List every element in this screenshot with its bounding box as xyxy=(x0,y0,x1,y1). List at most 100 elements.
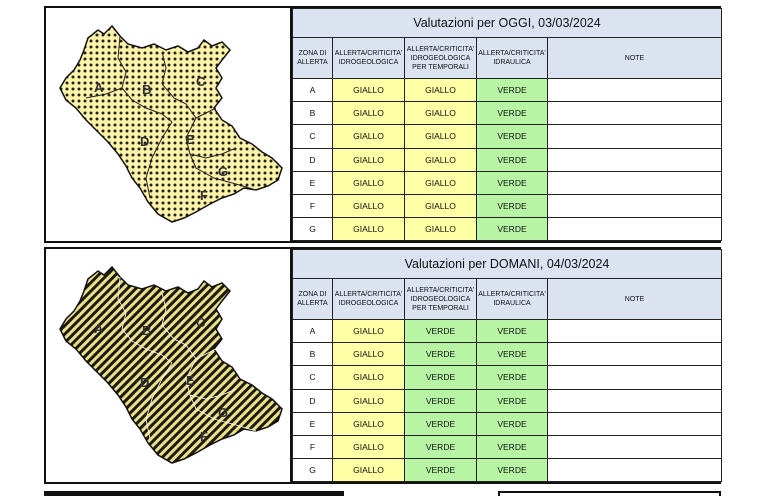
idraulica-cell: VERDE xyxy=(476,101,548,126)
header-note: NOTE xyxy=(546,278,723,320)
note-cell xyxy=(546,342,723,367)
idraulica-cell: VERDE xyxy=(476,458,548,483)
table-row: F GIALLO VERDE VERDE xyxy=(292,434,723,460)
table-row: A GIALLO GIALLO VERDE xyxy=(292,77,723,103)
idraulica-cell: VERDE xyxy=(476,124,548,149)
zone-cell: D xyxy=(292,147,333,172)
zone-cell: B xyxy=(292,101,333,126)
idrogeologica-cell: GIALLO xyxy=(332,434,405,460)
note-cell xyxy=(546,77,723,103)
temporali-cell: GIALLO xyxy=(404,147,477,172)
zone-cell: F xyxy=(292,193,333,219)
today-title: Valutazioni per OGGI, 03/03/2024 xyxy=(291,8,723,38)
temporali-cell: GIALLO xyxy=(404,193,477,219)
map-label-d: D xyxy=(140,375,149,390)
table-row: C GIALLO VERDE VERDE xyxy=(292,365,723,390)
tomorrow-map: A B C D E G F xyxy=(46,249,292,482)
temporali-cell: GIALLO xyxy=(404,124,477,149)
zone-cell: E xyxy=(292,411,333,436)
header-idraulica: ALLERTA/CRITICITA' IDRAULICA xyxy=(476,278,548,320)
tomorrow-panel: A B C D E G F Valutazioni per DOMANI, 04… xyxy=(44,247,723,484)
idrogeologica-cell: GIALLO xyxy=(332,170,405,195)
temporali-cell: VERDE xyxy=(404,388,477,413)
note-cell xyxy=(546,124,723,149)
table-row: E GIALLO VERDE VERDE xyxy=(292,411,723,436)
temporali-cell: VERDE xyxy=(404,434,477,460)
table-row: A GIALLO VERDE VERDE xyxy=(292,318,723,344)
map-label-g: G xyxy=(218,405,228,420)
table-row: B GIALLO VERDE VERDE xyxy=(292,342,723,367)
idrogeologica-cell: GIALLO xyxy=(332,217,405,242)
header-note: NOTE xyxy=(546,37,723,79)
lazio-map-striped: A B C D E G F xyxy=(59,265,283,464)
header-temporali: ALLERTA/CRITICITA' IDROGEOLOGICA PER TEM… xyxy=(404,278,477,320)
temporali-cell: GIALLO xyxy=(404,170,477,195)
lazio-map-dotted: A B C D E G F xyxy=(59,24,283,223)
map-label-d: D xyxy=(140,134,149,149)
note-cell xyxy=(546,318,723,344)
header-idrogeologica: ALLERTA/CRITICITA' IDROGEOLOGICA xyxy=(332,37,405,79)
idraulica-cell: VERDE xyxy=(476,217,548,242)
tomorrow-alert-table: Valutazioni per DOMANI, 04/03/2024 ZONA … xyxy=(291,249,723,483)
idrogeologica-cell: GIALLO xyxy=(332,342,405,367)
idraulica-cell: VERDE xyxy=(476,411,548,436)
map-label-a: A xyxy=(94,321,104,336)
idraulica-cell: VERDE xyxy=(476,342,548,367)
note-cell xyxy=(546,388,723,413)
today-map: A B C D E G F xyxy=(46,8,292,241)
temporali-cell: VERDE xyxy=(404,318,477,344)
bottom-box-right xyxy=(498,491,721,496)
note-cell xyxy=(546,147,723,172)
note-cell xyxy=(546,365,723,390)
idrogeologica-cell: GIALLO xyxy=(332,147,405,172)
temporali-cell: VERDE xyxy=(404,411,477,436)
zone-cell: C xyxy=(292,365,333,390)
zone-cell: B xyxy=(292,342,333,367)
idrogeologica-cell: GIALLO xyxy=(332,388,405,413)
map-label-c: C xyxy=(196,315,206,330)
header-idrogeologica: ALLERTA/CRITICITA' IDROGEOLOGICA xyxy=(332,278,405,320)
zone-cell: F xyxy=(292,434,333,460)
zone-cell: C xyxy=(292,124,333,149)
zone-cell: A xyxy=(292,318,333,344)
table-row: G GIALLO VERDE VERDE xyxy=(292,458,723,483)
idrogeologica-cell: GIALLO xyxy=(332,411,405,436)
note-cell xyxy=(546,458,723,483)
header-temporali: ALLERTA/CRITICITA' IDROGEOLOGICA PER TEM… xyxy=(404,37,477,79)
idrogeologica-cell: GIALLO xyxy=(332,124,405,149)
table-row: G GIALLO GIALLO VERDE xyxy=(292,217,723,242)
idraulica-cell: VERDE xyxy=(476,318,548,344)
idraulica-cell: VERDE xyxy=(476,434,548,460)
header-idraulica: ALLERTA/CRITICITA' IDRAULICA xyxy=(476,37,548,79)
note-cell xyxy=(546,217,723,242)
map-label-g: G xyxy=(218,164,228,179)
idrogeologica-cell: GIALLO xyxy=(332,77,405,103)
idrogeologica-cell: GIALLO xyxy=(332,318,405,344)
table-row: B GIALLO GIALLO VERDE xyxy=(292,101,723,126)
table-row: C GIALLO GIALLO VERDE xyxy=(292,124,723,149)
zone-cell: A xyxy=(292,77,333,103)
header-zona: ZONA DI ALLERTA xyxy=(292,37,333,79)
today-alert-table: Valutazioni per OGGI, 03/03/2024 ZONA DI… xyxy=(291,8,723,242)
table-row: D GIALLO VERDE VERDE xyxy=(292,388,723,413)
zone-cell: G xyxy=(292,217,333,242)
zone-cell: D xyxy=(292,388,333,413)
map-label-f: F xyxy=(200,188,208,203)
table-row: E GIALLO GIALLO VERDE xyxy=(292,170,723,195)
idrogeologica-cell: GIALLO xyxy=(332,365,405,390)
map-label-a: A xyxy=(94,80,104,95)
bottom-divider-left xyxy=(44,491,344,496)
idrogeologica-cell: GIALLO xyxy=(332,193,405,219)
temporali-cell: VERDE xyxy=(404,458,477,483)
idraulica-cell: VERDE xyxy=(476,193,548,219)
idrogeologica-cell: GIALLO xyxy=(332,101,405,126)
zone-cell: G xyxy=(292,458,333,483)
map-label-b: B xyxy=(142,82,151,97)
note-cell xyxy=(546,170,723,195)
idraulica-cell: VERDE xyxy=(476,388,548,413)
idraulica-cell: VERDE xyxy=(476,147,548,172)
zone-cell: E xyxy=(292,170,333,195)
note-cell xyxy=(546,193,723,219)
temporali-cell: GIALLO xyxy=(404,101,477,126)
map-label-e: E xyxy=(186,373,195,388)
